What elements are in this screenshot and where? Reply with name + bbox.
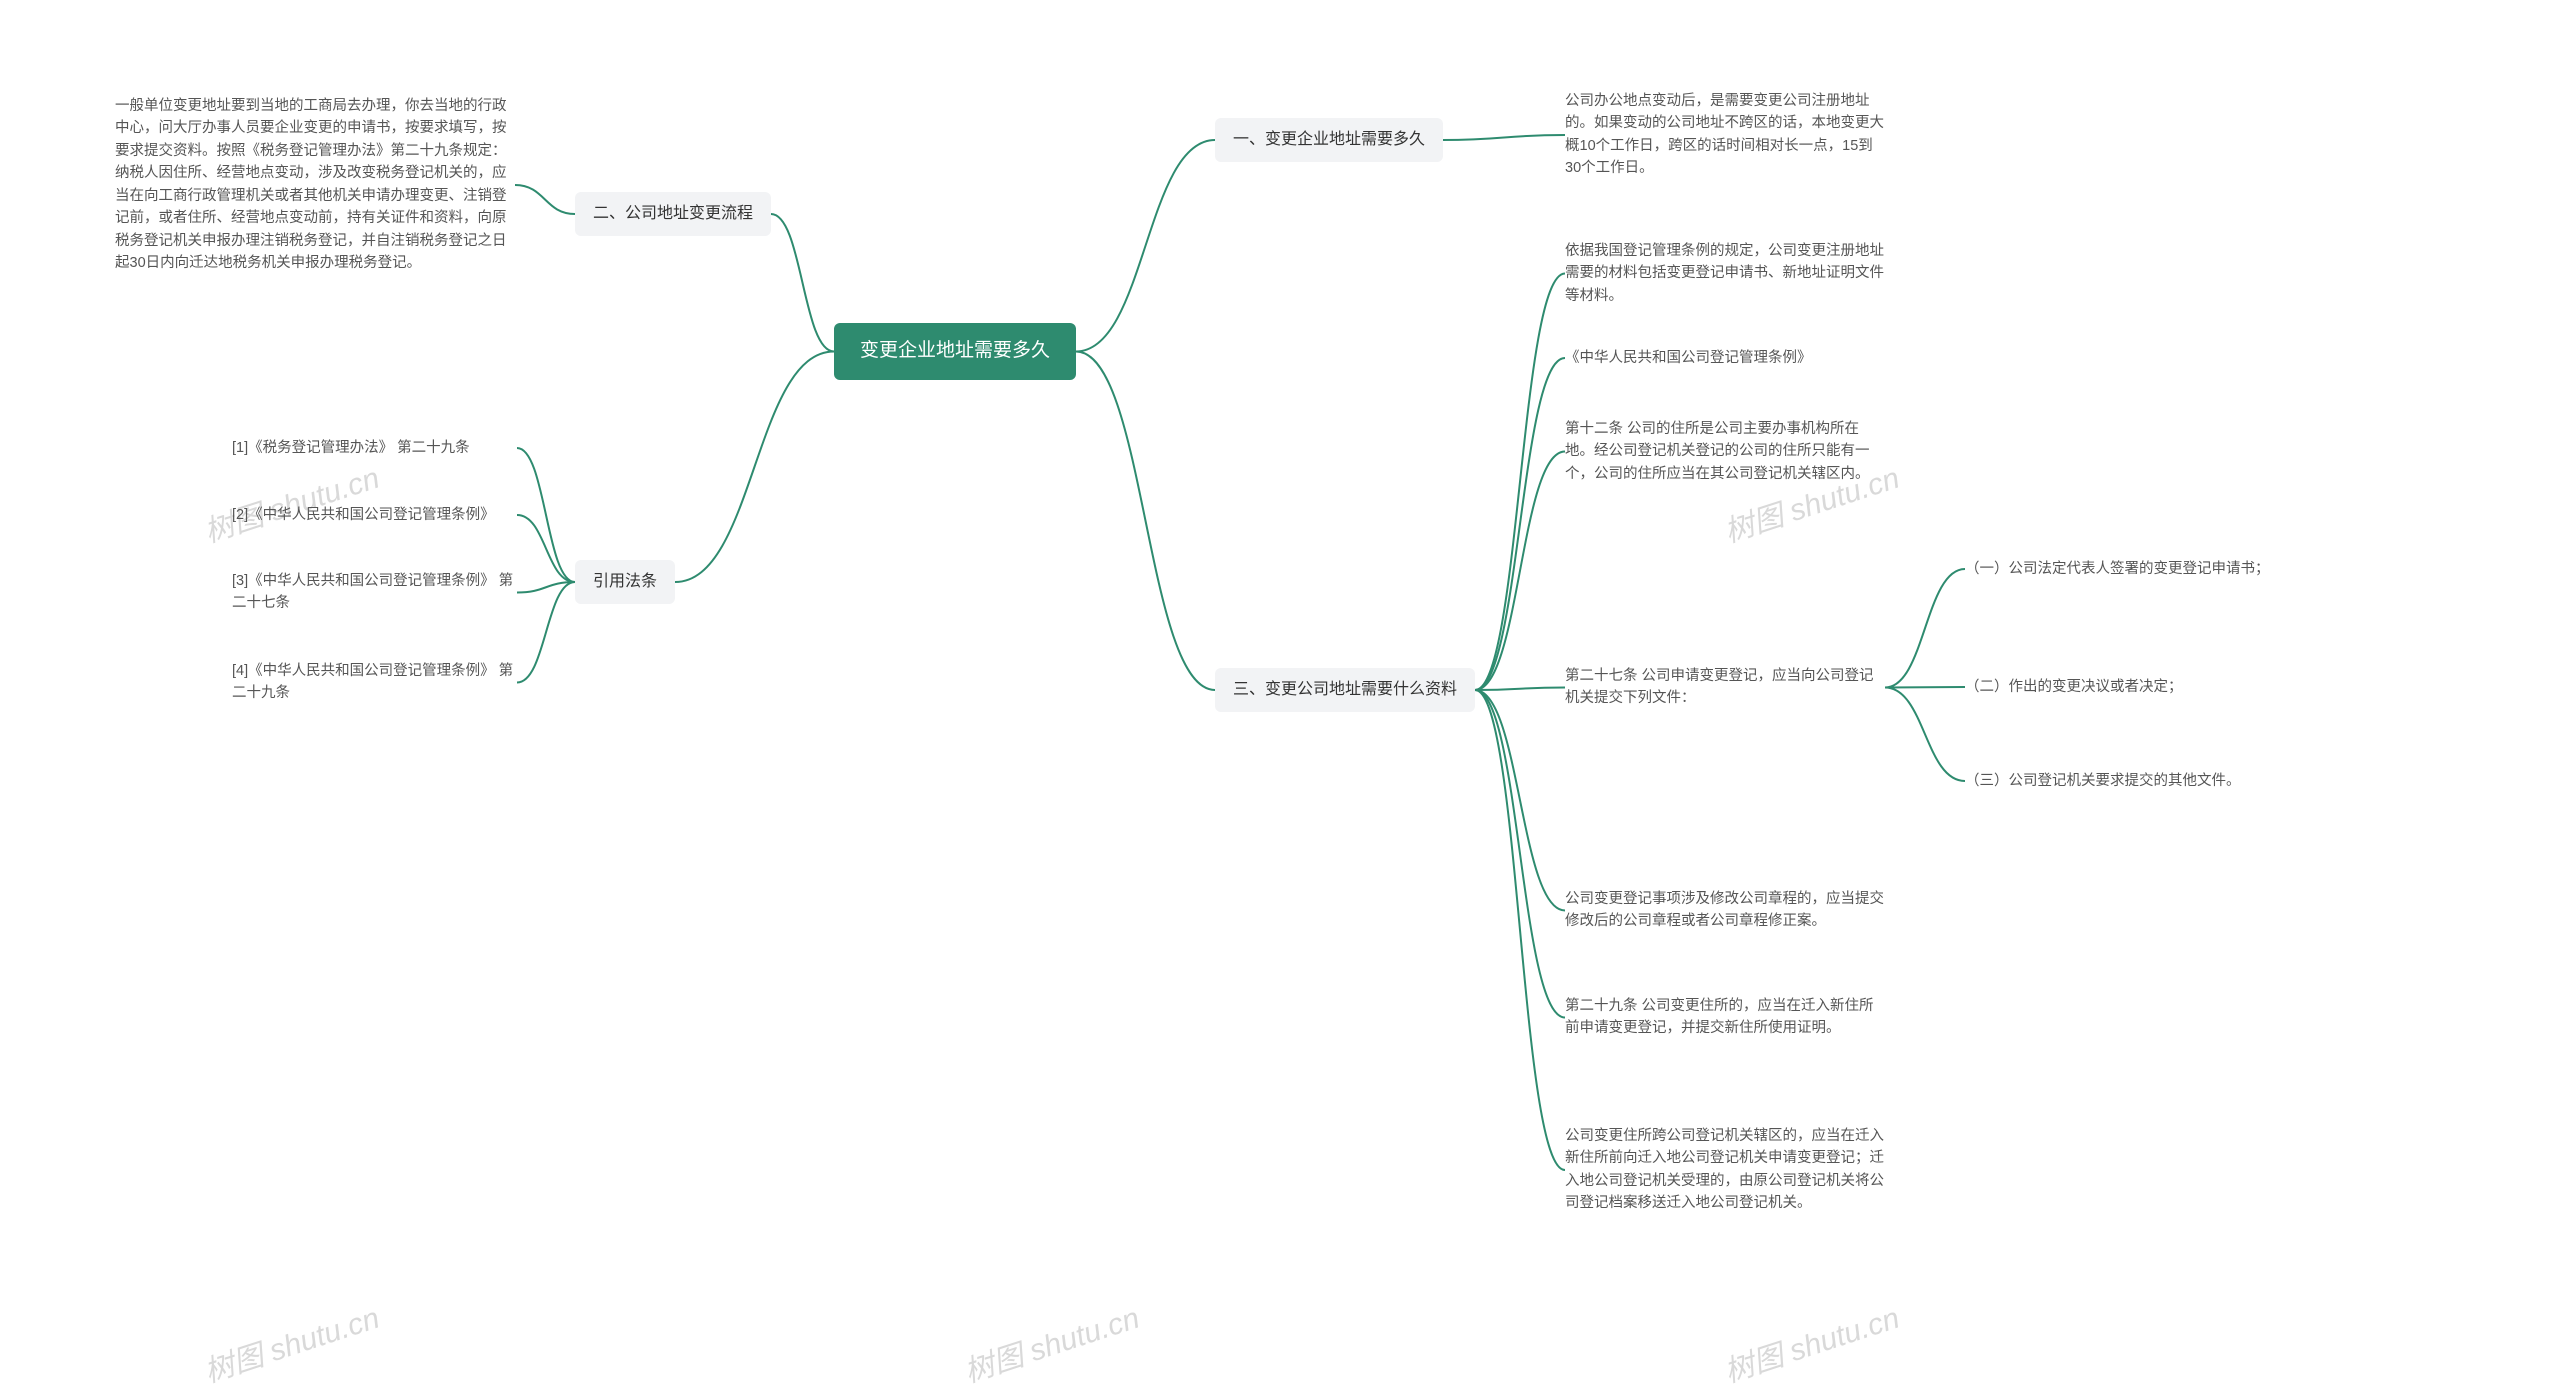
branch-l2: 二、公司地址变更流程 bbox=[575, 192, 771, 236]
watermark-2: 树图 shutu.cn bbox=[198, 1293, 384, 1391]
leaf-l2-0: 一般单位变更地址要到当地的工商局去办理，你去当地的行政中心，问大厅办事人员要企业… bbox=[115, 95, 515, 275]
leaf-r3-0: 依据我国登记管理条例的规定，公司变更注册地址需要的材料包括变更登记申请书、新地址… bbox=[1565, 240, 1885, 307]
leaf-lref-1: [2]《中华人民共和国公司登记管理条例》 bbox=[232, 504, 517, 526]
leaf-lref-3: [4]《中华人民共和国公司登记管理条例》 第二十九条 bbox=[232, 660, 517, 705]
leaf-lref-0: [1]《税务登记管理办法》 第二十九条 bbox=[232, 437, 517, 459]
branch-r3: 三、变更公司地址需要什么资料 bbox=[1215, 668, 1475, 712]
leaf-r1-0: 公司办公地点变动后，是需要变更公司注册地址的。如果变动的公司地址不跨区的话，本地… bbox=[1565, 90, 1885, 180]
leaf-r3-4: 公司变更登记事项涉及修改公司章程的，应当提交修改后的公司章程或者公司章程修正案。 bbox=[1565, 888, 1885, 933]
root-node: 变更企业地址需要多久 bbox=[834, 323, 1076, 380]
leaf-r3-3: 第二十七条 公司申请变更登记，应当向公司登记机关提交下列文件： bbox=[1565, 665, 1885, 710]
watermark-3: 树图 shutu.cn bbox=[958, 1293, 1144, 1391]
leaf-r3-1: 《中华人民共和国公司登记管理条例》 bbox=[1565, 347, 1885, 369]
watermark-4: 树图 shutu.cn bbox=[1718, 1293, 1904, 1391]
leaf-r3-6: 公司变更住所跨公司登记机关辖区的，应当在迁入新住所前向迁入地公司登记机关申请变更… bbox=[1565, 1125, 1885, 1215]
watermark-0: 树图 shutu.cn bbox=[198, 453, 384, 551]
leaf-r3-3-1: （二）作出的变更决议或者决定； bbox=[1965, 676, 2295, 698]
leaf-r3-2: 第十二条 公司的住所是公司主要办事机构所在地。经公司登记机关登记的公司的住所只能… bbox=[1565, 418, 1885, 485]
leaf-r3-3-2: （三）公司登记机关要求提交的其他文件。 bbox=[1965, 770, 2295, 792]
branch-lref: 引用法条 bbox=[575, 560, 675, 604]
leaf-lref-2: [3]《中华人民共和国公司登记管理条例》 第二十七条 bbox=[232, 570, 517, 615]
mindmap-canvas: 变更企业地址需要多久 一、变更企业地址需要多久三、变更公司地址需要什么资料 二、公司… bbox=[0, 0, 2560, 1371]
branch-r1: 一、变更企业地址需要多久 bbox=[1215, 118, 1443, 162]
leaf-r3-3-0: （一）公司法定代表人签署的变更登记申请书； bbox=[1965, 558, 2295, 580]
leaf-r3-5: 第二十九条 公司变更住所的，应当在迁入新住所前申请变更登记，并提交新住所使用证明… bbox=[1565, 995, 1885, 1040]
